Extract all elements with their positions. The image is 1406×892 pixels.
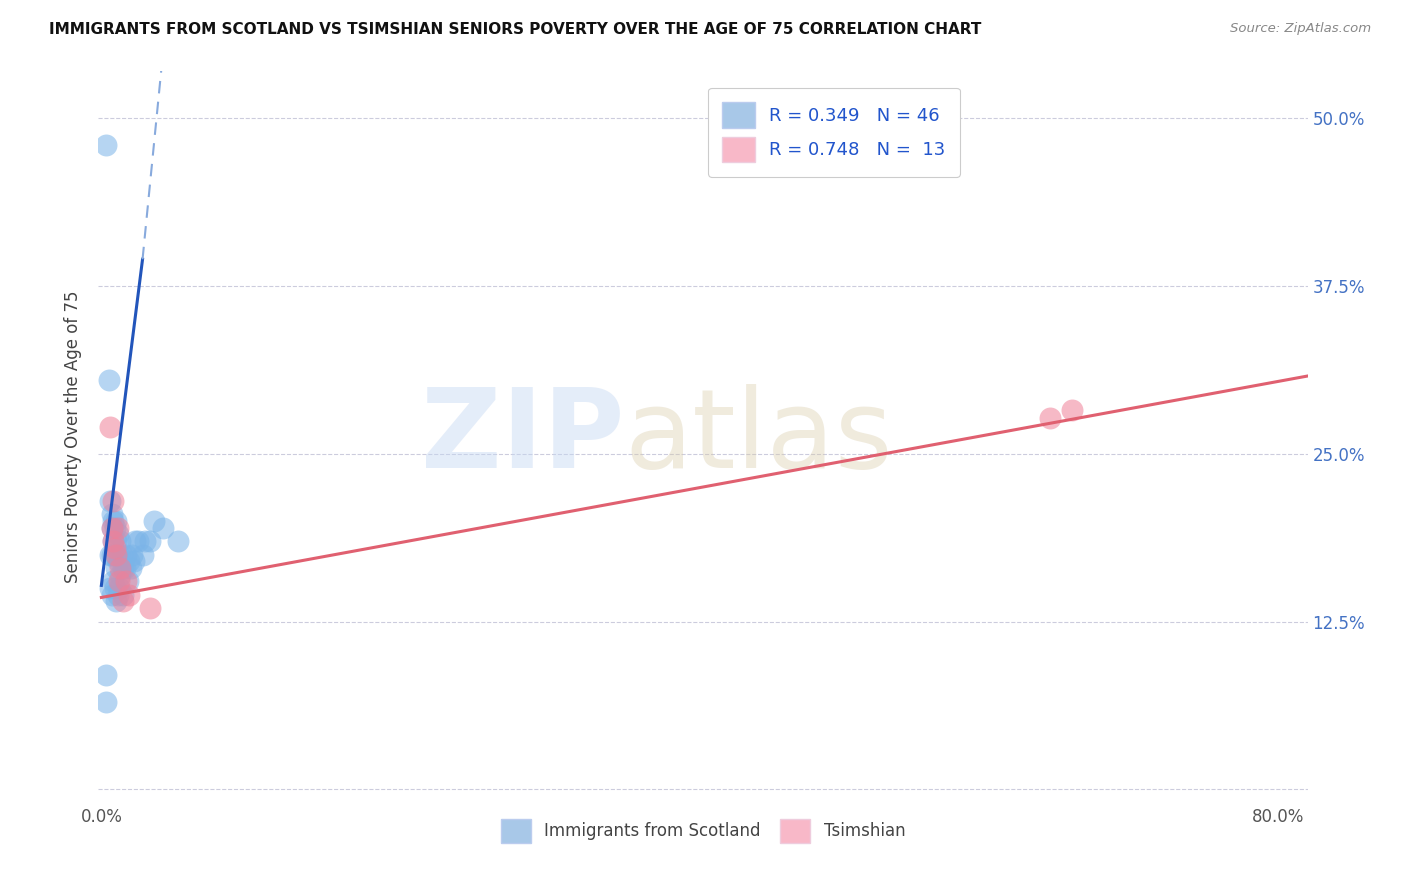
Point: [114, 561, 136, 575]
Point: [122, 554, 145, 568]
Point: [105, 534, 128, 549]
Point: [101, 534, 124, 549]
Point: [1039, 410, 1062, 425]
Point: [101, 514, 124, 528]
Point: [107, 554, 129, 568]
Point: [98, 493, 121, 508]
Point: [111, 548, 134, 562]
Point: [94, 138, 117, 153]
Point: [166, 534, 188, 549]
Text: ZIP: ZIP: [420, 384, 624, 491]
Point: [105, 561, 128, 575]
Point: [105, 548, 128, 562]
Point: [101, 574, 124, 589]
Point: [100, 521, 122, 535]
Y-axis label: Seniors Poverty Over the Age of 75: Seniors Poverty Over the Age of 75: [65, 291, 83, 583]
Point: [118, 554, 141, 568]
Point: [112, 594, 135, 608]
Point: [118, 588, 141, 602]
Point: [100, 521, 122, 535]
Point: [112, 561, 135, 575]
Point: [94, 695, 117, 709]
Point: [108, 574, 131, 589]
Point: [94, 668, 117, 682]
Point: [127, 534, 149, 549]
Point: [1062, 402, 1084, 417]
Point: [107, 521, 129, 535]
Legend: Immigrants from Scotland, Tsimshian: Immigrants from Scotland, Tsimshian: [494, 813, 912, 849]
Point: [110, 567, 132, 582]
Point: [101, 493, 124, 508]
Point: [139, 601, 162, 615]
Point: [100, 548, 122, 562]
Point: [98, 581, 121, 595]
Point: [97, 373, 120, 387]
Point: [98, 548, 121, 562]
Text: Source: ZipAtlas.com: Source: ZipAtlas.com: [1230, 22, 1371, 36]
Point: [107, 588, 129, 602]
Point: [134, 534, 156, 549]
Point: [100, 588, 122, 602]
Point: [105, 594, 128, 608]
Point: [115, 574, 138, 589]
Point: [108, 581, 131, 595]
Point: [104, 548, 127, 562]
Point: [98, 420, 121, 434]
Point: [101, 534, 124, 549]
Point: [108, 548, 131, 562]
Point: [100, 508, 122, 522]
Point: [120, 561, 142, 575]
Point: [112, 588, 135, 602]
Point: [121, 548, 143, 562]
Point: [105, 514, 128, 528]
Text: IMMIGRANTS FROM SCOTLAND VS TSIMSHIAN SENIORS POVERTY OVER THE AGE OF 75 CORRELA: IMMIGRANTS FROM SCOTLAND VS TSIMSHIAN SE…: [49, 22, 981, 37]
Point: [104, 521, 127, 535]
Point: [124, 534, 146, 549]
Point: [110, 534, 132, 549]
Point: [139, 534, 162, 549]
Point: [104, 581, 127, 595]
Point: [115, 548, 138, 562]
Point: [131, 548, 153, 562]
Point: [117, 574, 139, 589]
Point: [110, 561, 132, 575]
Point: [104, 541, 127, 555]
Point: [107, 527, 129, 541]
Point: [143, 514, 166, 528]
Text: atlas: atlas: [624, 384, 893, 491]
Point: [152, 521, 174, 535]
